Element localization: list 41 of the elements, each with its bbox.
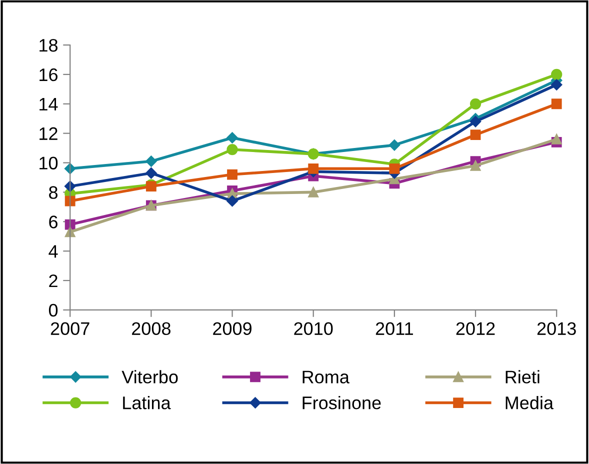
point — [551, 134, 562, 144]
y-tick-label: 0 — [48, 304, 58, 317]
y-tick-label: 2 — [49, 274, 58, 288]
y-tick-label: 6 — [49, 216, 58, 228]
point — [388, 139, 400, 151]
x-tick-label: 2012 — [456, 322, 495, 336]
legend-label: Media — [506, 396, 554, 410]
legend-label: Rieti — [506, 370, 540, 384]
point — [226, 144, 238, 156]
x-tick-label: 2010 — [294, 322, 333, 336]
x-tick-label: 2011 — [376, 322, 413, 336]
point — [146, 156, 157, 167]
point — [470, 116, 482, 128]
point — [308, 163, 319, 174]
point — [389, 163, 400, 174]
y-tick-label: 4 — [48, 245, 58, 258]
point — [226, 195, 238, 207]
point — [551, 68, 562, 80]
legend-label: Roma — [302, 370, 350, 384]
point — [551, 79, 562, 90]
x-tick-label: 2007 — [50, 322, 90, 336]
y-tick-label: 10 — [40, 156, 58, 170]
y-tick-label: 18 — [40, 38, 58, 52]
point — [308, 186, 319, 198]
point — [226, 132, 238, 144]
y-tick-label: 14 — [40, 98, 58, 110]
point — [227, 169, 238, 180]
legend-label: Viterbo — [122, 370, 178, 384]
point — [146, 167, 157, 179]
point — [470, 98, 482, 110]
legend-label: Latina — [123, 396, 171, 410]
y-tick-label: 8 — [49, 186, 58, 199]
y-tick-label: 12 — [40, 127, 58, 140]
x-tick-label: 2008 — [132, 322, 170, 336]
y-tick-label: 16 — [40, 68, 58, 82]
point — [470, 130, 481, 140]
point — [551, 98, 562, 110]
point — [470, 160, 481, 171]
x-tick-label: 2013 — [537, 322, 576, 336]
legend-label: Frosinone — [302, 396, 381, 410]
x-tick-label: 2009 — [213, 322, 252, 336]
